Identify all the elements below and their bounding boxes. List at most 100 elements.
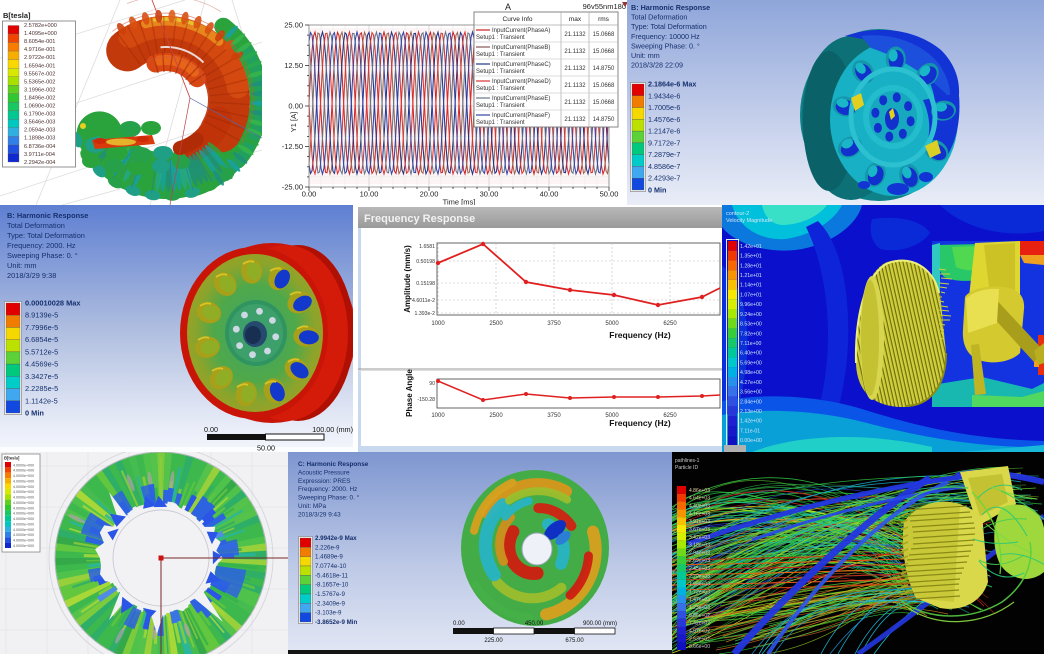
svg-text:rms: rms	[598, 16, 610, 23]
svg-text:2.69e+03: 2.69e+03	[689, 558, 710, 564]
svg-text:1.393e-2: 1.393e-2	[415, 311, 436, 317]
svg-text:21.1132: 21.1132	[564, 32, 586, 38]
svg-text:Setup1 : Transient: Setup1 : Transient	[476, 52, 525, 58]
svg-text:1.2147e-6: 1.2147e-6	[648, 127, 680, 136]
svg-text:6.8736e-004: 6.8736e-004	[24, 144, 55, 150]
svg-text:3.5646e-003: 3.5646e-003	[24, 120, 55, 126]
svg-text:-8.1657e-10: -8.1657e-10	[315, 582, 349, 589]
svg-text:Frequency (Hz): Frequency (Hz)	[609, 418, 671, 428]
svg-text:90: 90	[429, 381, 435, 387]
svg-text:2.45e+03: 2.45e+03	[689, 566, 710, 572]
svg-text:1.42e+00: 1.42e+00	[740, 419, 762, 425]
svg-text:14.8750: 14.8750	[593, 117, 615, 123]
svg-text:21.1132: 21.1132	[564, 117, 586, 123]
svg-text:8.53e+00: 8.53e+00	[740, 322, 762, 328]
svg-text:Setup1 : Transient: Setup1 : Transient	[476, 120, 525, 126]
svg-text:225.00: 225.00	[484, 638, 503, 644]
svg-text:B: Harmonic Response: B: Harmonic Response	[7, 211, 88, 220]
svg-text:InputCurrent(PhaseB): InputCurrent(PhaseB)	[492, 45, 550, 51]
svg-text:40.00: 40.00	[540, 190, 559, 199]
svg-text:-150.28: -150.28	[417, 397, 435, 403]
svg-text:1.47e+03: 1.47e+03	[689, 597, 710, 603]
svg-text:1.28e+01: 1.28e+01	[740, 263, 762, 269]
svg-text:2.4293e-7: 2.4293e-7	[648, 174, 680, 183]
svg-text:4.8586e-7: 4.8586e-7	[648, 162, 680, 171]
svg-text:4.0000e+000: 4.0000e+000	[13, 474, 34, 478]
svg-text:4.16e+03: 4.16e+03	[689, 511, 710, 517]
svg-text:Particle ID: Particle ID	[675, 465, 698, 471]
svg-text:1.14e+01: 1.14e+01	[740, 283, 762, 289]
svg-text:4.4569e-5: 4.4569e-5	[25, 360, 58, 369]
svg-text:3750: 3750	[547, 413, 561, 419]
svg-text:B: Harmonic Response: B: Harmonic Response	[631, 3, 710, 12]
svg-text:450.00: 450.00	[525, 621, 544, 627]
svg-text:Frequency (Hz): Frequency (Hz)	[609, 330, 671, 340]
svg-text:1.23e+03: 1.23e+03	[689, 605, 710, 611]
svg-text:2.2285e-5: 2.2285e-5	[25, 384, 58, 393]
svg-text:21.1132: 21.1132	[564, 49, 586, 55]
svg-text:1.7005e-6: 1.7005e-6	[648, 103, 680, 112]
svg-text:5.69e+00: 5.69e+00	[740, 360, 762, 366]
svg-text:Setup1 : Transient: Setup1 : Transient	[476, 86, 525, 92]
svg-text:20.00: 20.00	[420, 190, 439, 199]
svg-text:4.0000e+000: 4.0000e+000	[13, 517, 34, 521]
svg-text:21.1132: 21.1132	[564, 66, 586, 72]
svg-text:4.0000e+000: 4.0000e+000	[13, 522, 34, 526]
svg-text:7.2879e-7: 7.2879e-7	[648, 150, 680, 159]
svg-text:0.15198: 0.15198	[416, 281, 435, 287]
svg-text:0 Min: 0 Min	[25, 409, 44, 418]
svg-text:10.00: 10.00	[360, 190, 379, 199]
svg-text:0.00: 0.00	[453, 621, 465, 627]
svg-text:50.00: 50.00	[600, 190, 619, 199]
svg-text:25.00: 25.00	[284, 21, 303, 30]
svg-text:Sweeping Phase: 0. °: Sweeping Phase: 0. °	[298, 494, 360, 502]
svg-text:2.84e+00: 2.84e+00	[740, 399, 762, 405]
svg-text:4.0000e+000: 4.0000e+000	[13, 528, 34, 532]
svg-text:InputCurrent(PhaseE): InputCurrent(PhaseE)	[492, 96, 550, 102]
svg-text:2018/3/29 9:43: 2018/3/29 9:43	[298, 511, 341, 518]
svg-text:14.8750: 14.8750	[593, 66, 615, 72]
svg-text:-5.4618e-11: -5.4618e-11	[315, 572, 348, 579]
svg-text:5.5365e-002: 5.5365e-002	[24, 79, 55, 85]
svg-text:-12.50: -12.50	[282, 142, 303, 151]
svg-text:4.0000e+000: 4.0000e+000	[13, 485, 34, 489]
svg-text:0.00: 0.00	[302, 190, 317, 199]
svg-text:4.9716e-001: 4.9716e-001	[24, 47, 55, 53]
svg-text:2.53e+02: 2.53e+02	[689, 636, 710, 642]
svg-text:5000: 5000	[605, 321, 619, 327]
svg-text:Velocity Magnitude: Velocity Magnitude	[726, 218, 772, 224]
svg-text:1.4095e+000: 1.4095e+000	[24, 31, 57, 37]
svg-text:7.42e+02: 7.42e+02	[689, 621, 710, 627]
svg-text:B[tesla]: B[tesla]	[4, 456, 20, 461]
svg-text:B[tesla]: B[tesla]	[3, 11, 31, 20]
svg-text:2.0594e-003: 2.0594e-003	[24, 128, 55, 134]
svg-text:Frequency Response: Frequency Response	[364, 213, 475, 225]
svg-text:4.40e+03: 4.40e+03	[689, 504, 710, 510]
svg-text:contour-2: contour-2	[726, 211, 749, 217]
svg-text:100.00 (mm): 100.00 (mm)	[312, 425, 353, 434]
svg-text:2.9722e-001: 2.9722e-001	[24, 55, 55, 61]
svg-text:1.6581: 1.6581	[419, 244, 435, 250]
svg-text:7.7996e-5: 7.7996e-5	[25, 323, 58, 332]
svg-text:3.42e+03: 3.42e+03	[689, 535, 710, 541]
svg-text:max: max	[569, 16, 582, 23]
svg-text:-25.00: -25.00	[282, 183, 303, 192]
svg-text:Sweeping Phase: 0. °: Sweeping Phase: 0. °	[631, 41, 700, 50]
svg-text:Y1 [A]: Y1 [A]	[289, 112, 298, 132]
svg-text:96v55nm180: 96v55nm180	[583, 2, 626, 11]
svg-text:4.0000e+000: 4.0000e+000	[13, 469, 34, 473]
svg-text:Type: Total Deformation: Type: Total Deformation	[7, 231, 85, 240]
svg-text:2.2942e-004: 2.2942e-004	[24, 160, 55, 166]
svg-text:Expression: PRES: Expression: PRES	[298, 478, 351, 485]
svg-text:675.00: 675.00	[565, 638, 584, 644]
svg-text:5.5712e-5: 5.5712e-5	[25, 347, 58, 356]
svg-text:15.0668: 15.0668	[593, 32, 615, 38]
svg-text:Sweeping Phase: 0. °: Sweeping Phase: 0. °	[7, 251, 78, 260]
svg-text:Acoustic Pressure: Acoustic Pressure	[298, 469, 350, 476]
svg-text:3750: 3750	[547, 321, 561, 327]
svg-text:Frequency: 10000 Hz: Frequency: 10000 Hz	[631, 32, 700, 41]
svg-text:3.1996e-002: 3.1996e-002	[24, 87, 55, 93]
svg-text:Total Deformation: Total Deformation	[631, 13, 687, 22]
svg-text:Unit: MPa: Unit: MPa	[298, 503, 327, 510]
svg-text:Frequency: 2000. Hz: Frequency: 2000. Hz	[298, 486, 357, 493]
